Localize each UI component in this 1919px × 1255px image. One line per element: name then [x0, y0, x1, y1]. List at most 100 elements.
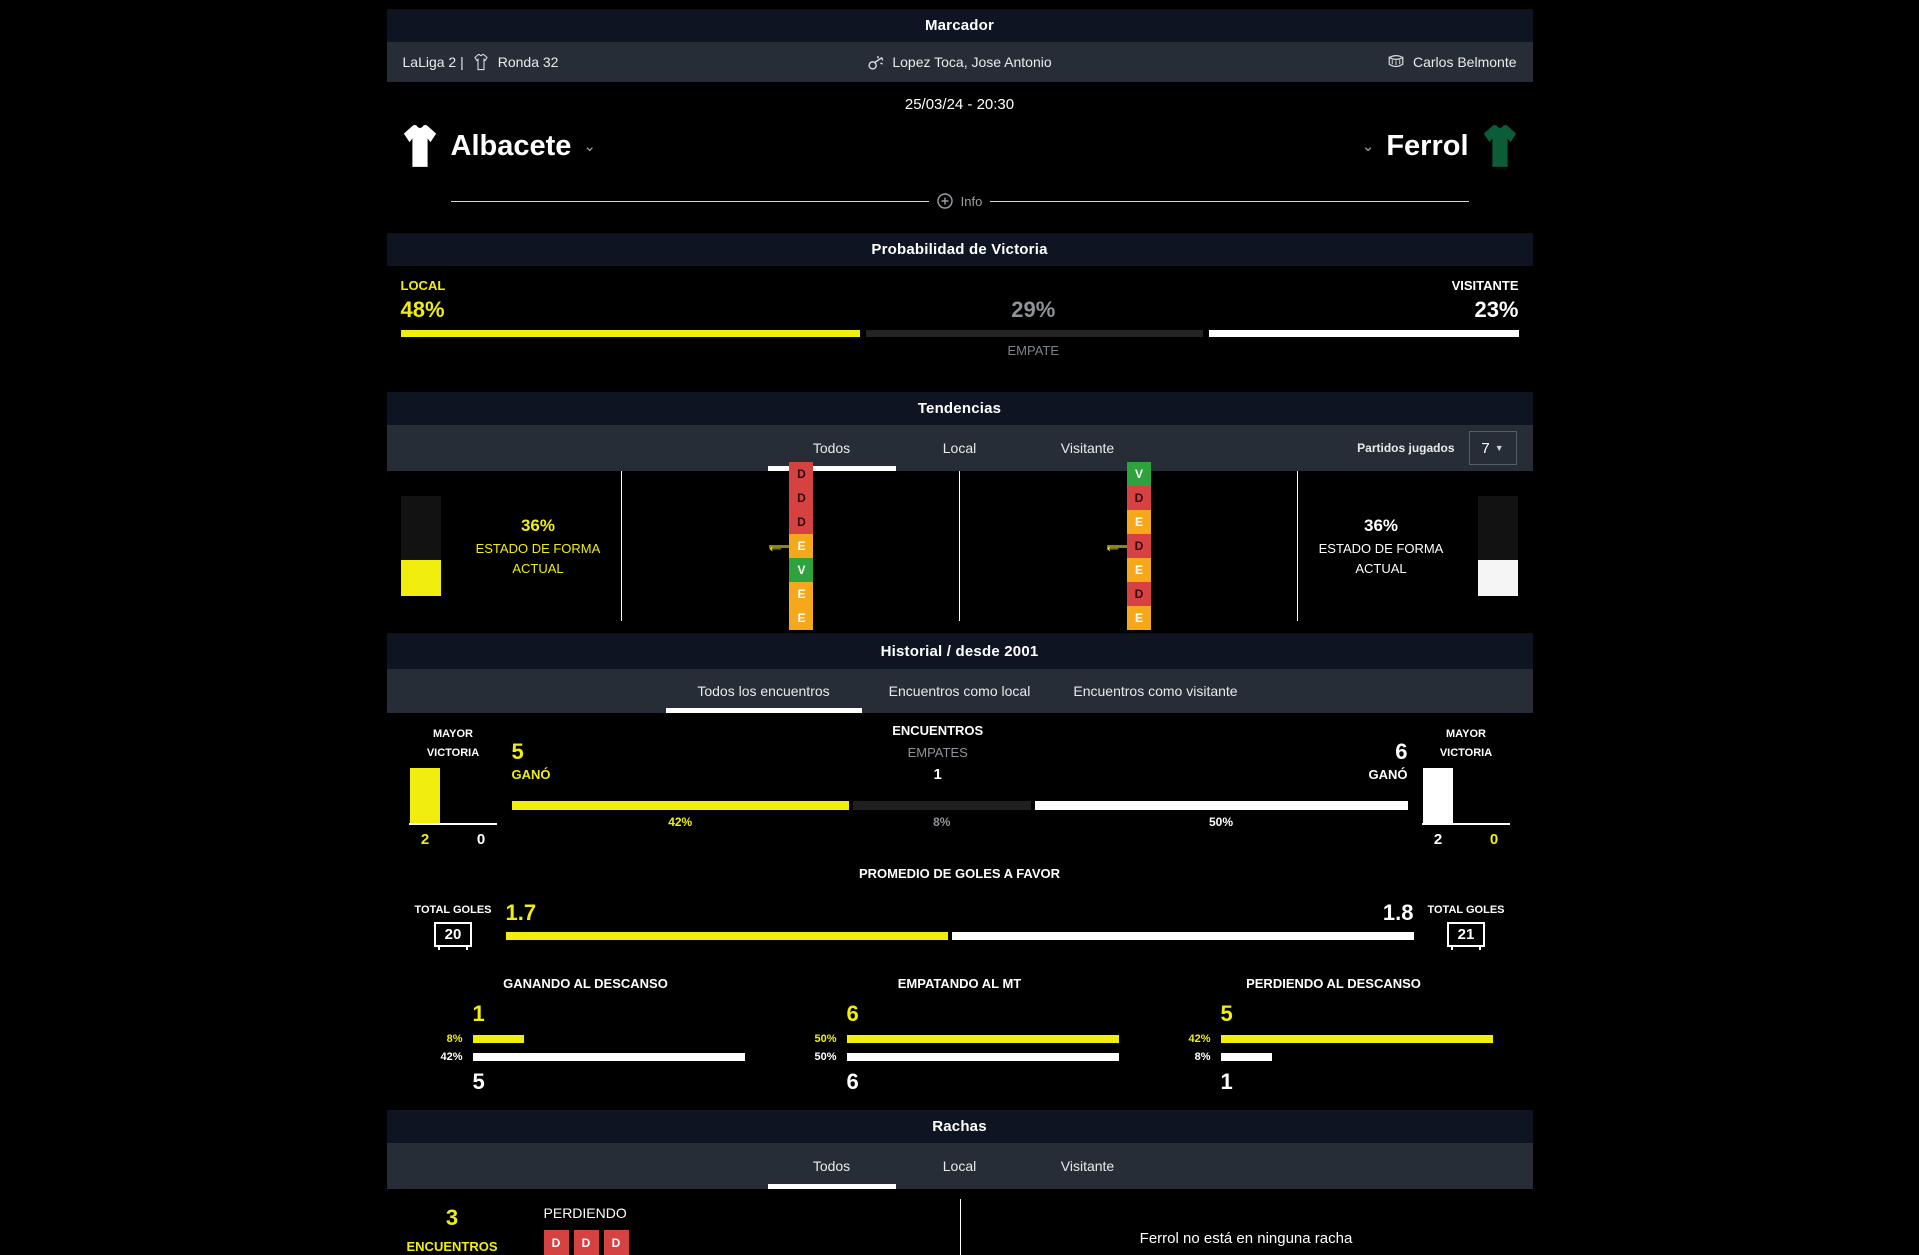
streak-count-label: ENCUENTROS [406, 1239, 498, 1254]
streak-count: 3 [445, 1205, 459, 1230]
away-value: 5 [472, 1069, 485, 1094]
venue-name: Carlos Belmonte [1413, 54, 1517, 70]
tendencias-header: Tendencias [386, 392, 1533, 425]
tab-encuentros-local[interactable]: Encuentros como local [888, 683, 1031, 699]
home-avg-goals: 1.7 [505, 900, 537, 925]
away-mayor-victoria: MAYOR VICTORIA 2 0 [1414, 713, 1519, 866]
jersey-outline-icon [472, 53, 490, 71]
whistle-icon [867, 54, 884, 71]
home-form-pct: 36% [520, 515, 555, 535]
match-meta-bar: LaLiga 2 | Ronda 32 Lopez Toca, Jose Ant… [386, 42, 1533, 82]
probability-header: Probabilidad de Victoria [386, 233, 1533, 266]
home-total-goals: 20 [433, 922, 473, 950]
empate-pct: 8% [933, 815, 951, 829]
away-gano-label: GANÓ [1368, 767, 1408, 782]
away-bar [1220, 1053, 1273, 1061]
away-wins-bar [1034, 801, 1408, 810]
match-datetime: 25/03/24 - 20:30 [904, 96, 1015, 113]
away-avg-goals: 1.8 [1382, 900, 1414, 925]
home-mayor-goals-for: 2 [420, 831, 430, 849]
result-box-E: E [789, 534, 814, 558]
empate-probability: 29% [1011, 297, 1056, 322]
result-box-D: D [1127, 582, 1152, 606]
scoreboard-title: Marcador [924, 17, 995, 34]
home-bar [1220, 1035, 1493, 1043]
home-wins-value: 5 [511, 739, 524, 764]
historial-summary-row: MAYOR VICTORIA 2 0 ENCUENTROS EMPATES 1 … [387, 713, 1533, 866]
tab-todos[interactable]: Todos [767, 425, 896, 471]
tab-local[interactable]: Local [942, 440, 977, 456]
tendencias-tab-bar: Todos Local Visitante Partidos jugados 7… [386, 425, 1533, 471]
probability-title: Probabilidad de Victoria [871, 241, 1048, 258]
tab-visitante[interactable]: Visitante [1060, 440, 1115, 456]
result-box-D: D [1127, 534, 1152, 558]
tab-todos[interactable]: Todos [767, 1143, 896, 1189]
chevron-down-icon: ⌄ [583, 138, 596, 155]
perdiendo-al-descanso-block: PERDIENDO AL DESCANSO 5 42% 8% 1 [1175, 976, 1493, 1095]
left-arrow-icon: ← [765, 535, 785, 557]
away-form-gauge-block: 36% ESTADO DE FORMA ACTUAL [1298, 471, 1533, 621]
tab-local[interactable]: Local [942, 1158, 977, 1174]
result-box-E: E [1127, 510, 1152, 534]
info-toggle[interactable]: Info [450, 193, 1469, 209]
away-value: 6 [846, 1069, 859, 1094]
empates-value: 1 [933, 766, 942, 783]
result-box-V: V [1127, 462, 1152, 486]
scoreboard-header: Marcador [386, 9, 1533, 42]
visitante-label: VISITANTE [1451, 278, 1519, 293]
home-wins-bar [511, 801, 849, 810]
result-box-D: D [789, 510, 814, 534]
result-box-D: D [789, 486, 814, 510]
historial-header: Historial / desde 2001 [386, 633, 1533, 669]
left-arrow-icon: ← [1103, 535, 1123, 557]
total-goles-label: TOTAL GOLES [1427, 904, 1505, 916]
result-box-D: D [543, 1230, 569, 1255]
empate-label: EMPATE [1007, 343, 1060, 358]
partidos-jugados-dropdown[interactable]: 7 ▼ [1468, 431, 1517, 465]
empate-probability-bar [865, 330, 1203, 337]
away-mayor-goals-for: 2 [1433, 831, 1443, 849]
home-team-selector[interactable]: Albacete ⌄ [401, 123, 596, 169]
away-form-gauge [1478, 496, 1519, 596]
away-team-name: Ferrol [1386, 129, 1469, 162]
away-form-pct: 36% [1363, 515, 1399, 535]
round-label: Ronda 32 [497, 54, 559, 70]
away-team-selector[interactable]: ⌄ Ferrol [1362, 123, 1519, 169]
local-probability-bar [400, 330, 860, 337]
home-value: 1 [472, 1001, 485, 1026]
promedio-label: PROMEDIO DE GOLES A FAVOR [858, 866, 1061, 881]
rachas-header: Rachas [386, 1110, 1533, 1143]
result-box-V: V [789, 558, 814, 582]
tab-visitante[interactable]: Visitante [1060, 1158, 1115, 1174]
divider-line [990, 200, 1469, 202]
rachas-title: Rachas [932, 1118, 987, 1135]
streak-type-label: PERDIENDO [543, 1205, 627, 1221]
away-bar [472, 1053, 745, 1061]
home-bar [472, 1035, 525, 1043]
match-block: 25/03/24 - 20:30 Albacete ⌄ ⌄ Ferrol [387, 82, 1533, 209]
result-box-E: E [1127, 606, 1152, 630]
referee-name: Lopez Toca, Jose Antonio [892, 54, 1052, 70]
away-form-label: ESTADO DE FORMA [1318, 541, 1444, 557]
historial-tab-bar: Todos los encuentros Encuentros como loc… [386, 669, 1533, 713]
tab-todos-encuentros[interactable]: Todos los encuentros [665, 669, 862, 713]
result-box-E: E [1127, 558, 1152, 582]
result-box-D: D [1127, 486, 1152, 510]
visitante-probability: 23% [1474, 297, 1519, 322]
away-avg-bar [952, 932, 1414, 940]
divider-line [450, 200, 929, 202]
chevron-down-icon: ⌄ [1361, 138, 1375, 155]
league-label: LaLiga 2 | [402, 54, 464, 70]
result-box-D: D [603, 1230, 629, 1255]
away-streak-message: Ferrol no está en ninguna racha [1139, 1229, 1353, 1247]
away-mayor-victoria-chart [1422, 767, 1510, 826]
local-probability: 48% [400, 297, 445, 322]
home-form-label: ESTADO DE FORMA [475, 541, 601, 557]
empates-bar [852, 801, 1031, 810]
tab-encuentros-visitante[interactable]: Encuentros como visitante [1073, 683, 1238, 699]
